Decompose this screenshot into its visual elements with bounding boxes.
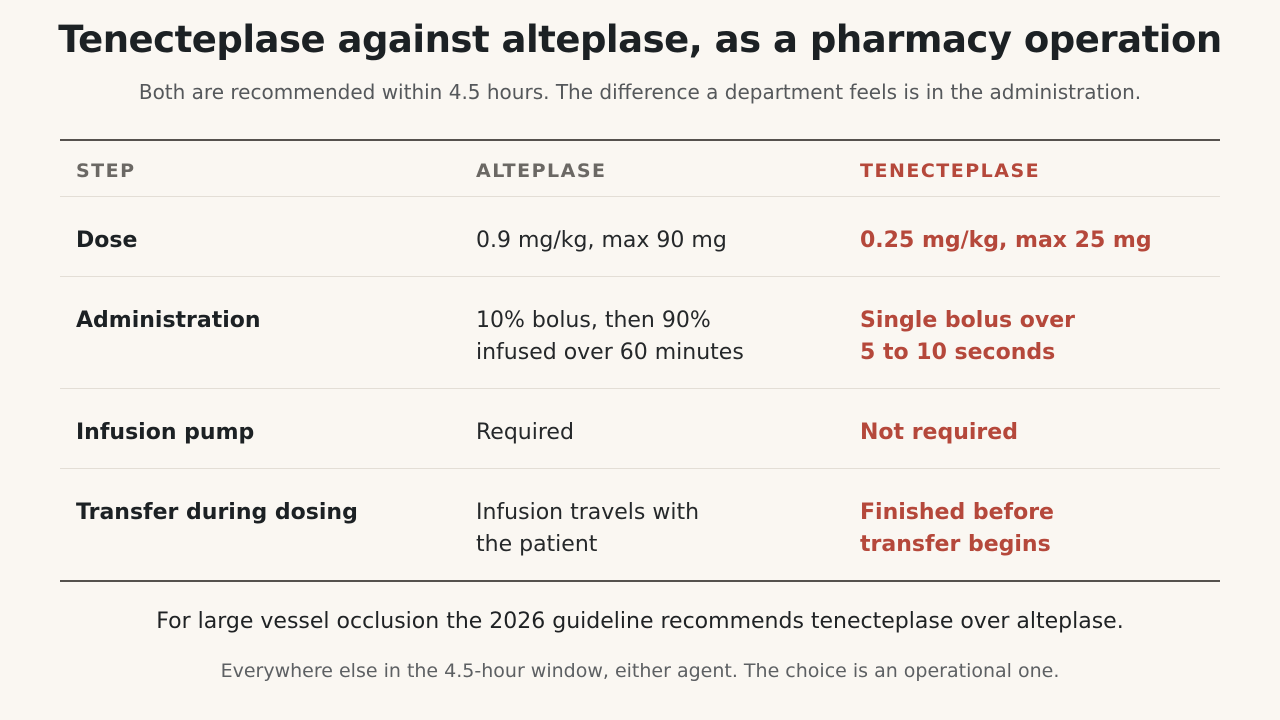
step-label: Administration bbox=[76, 308, 261, 333]
alteplase-value-line: Infusion travels with bbox=[476, 500, 700, 525]
tenecteplase-value-line: Not required bbox=[860, 420, 1018, 445]
header-tenecteplase: TENECTEPLASE bbox=[860, 160, 1041, 182]
header-alteplase: ALTEPLASE bbox=[476, 160, 607, 182]
table-row-infusion-pump: Infusion pump Required Not required bbox=[60, 389, 1220, 469]
table-row-transfer: Transfer during dosing Infusion travels … bbox=[60, 469, 1220, 580]
alteplase-value-line: 10% bolus, then 90% bbox=[476, 308, 711, 333]
conclusion-text: For large vessel occlusion the 2026 guid… bbox=[156, 609, 1124, 634]
alteplase-value-line: the patient bbox=[476, 532, 598, 557]
tenecteplase-value-line: Single bolus over bbox=[860, 308, 1075, 333]
alteplase-value-line: infused over 60 minutes bbox=[476, 340, 744, 365]
footnote-text: Everywhere else in the 4.5-hour window, … bbox=[220, 660, 1060, 682]
alteplase-value-line: Required bbox=[476, 420, 574, 445]
table-header-row: STEP ALTEPLASE TENECTEPLASE bbox=[60, 141, 1220, 197]
step-label: Transfer during dosing bbox=[76, 500, 358, 525]
page-title: Tenecteplase against alteplase, as a pha… bbox=[58, 18, 1222, 61]
step-label: Dose bbox=[76, 228, 138, 253]
table-row-dose: Dose 0.9 mg/kg, max 90 mg 0.25 mg/kg, ma… bbox=[60, 197, 1220, 277]
tenecteplase-value-line: Finished before bbox=[860, 500, 1054, 525]
table-row-administration: Administration 10% bolus, then 90% infus… bbox=[60, 277, 1220, 389]
tenecteplase-value: 0.25 mg/kg, max 25 mg bbox=[860, 225, 1210, 257]
alteplase-value: Infusion travels with the patient bbox=[476, 497, 836, 561]
header-step: STEP bbox=[76, 160, 136, 182]
alteplase-value: 10% bolus, then 90% infused over 60 minu… bbox=[476, 305, 836, 369]
page-subtitle: Both are recommended within 4.5 hours. T… bbox=[138, 80, 1142, 104]
alteplase-value: 0.9 mg/kg, max 90 mg bbox=[476, 225, 836, 257]
comparison-table: STEP ALTEPLASE TENECTEPLASE Dose 0.9 mg/… bbox=[60, 139, 1220, 582]
tenecteplase-value-line: 5 to 10 seconds bbox=[860, 340, 1056, 365]
alteplase-value: Required bbox=[476, 417, 836, 449]
tenecteplase-value-line: 0.25 mg/kg, max 25 mg bbox=[860, 228, 1152, 253]
tenecteplase-value: Finished before transfer begins bbox=[860, 497, 1210, 561]
step-label: Infusion pump bbox=[76, 420, 255, 445]
tenecteplase-value-line: transfer begins bbox=[860, 532, 1051, 557]
tenecteplase-value: Single bolus over 5 to 10 seconds bbox=[860, 305, 1210, 369]
alteplase-value-line: 0.9 mg/kg, max 90 mg bbox=[476, 228, 727, 253]
tenecteplase-value: Not required bbox=[860, 417, 1210, 449]
